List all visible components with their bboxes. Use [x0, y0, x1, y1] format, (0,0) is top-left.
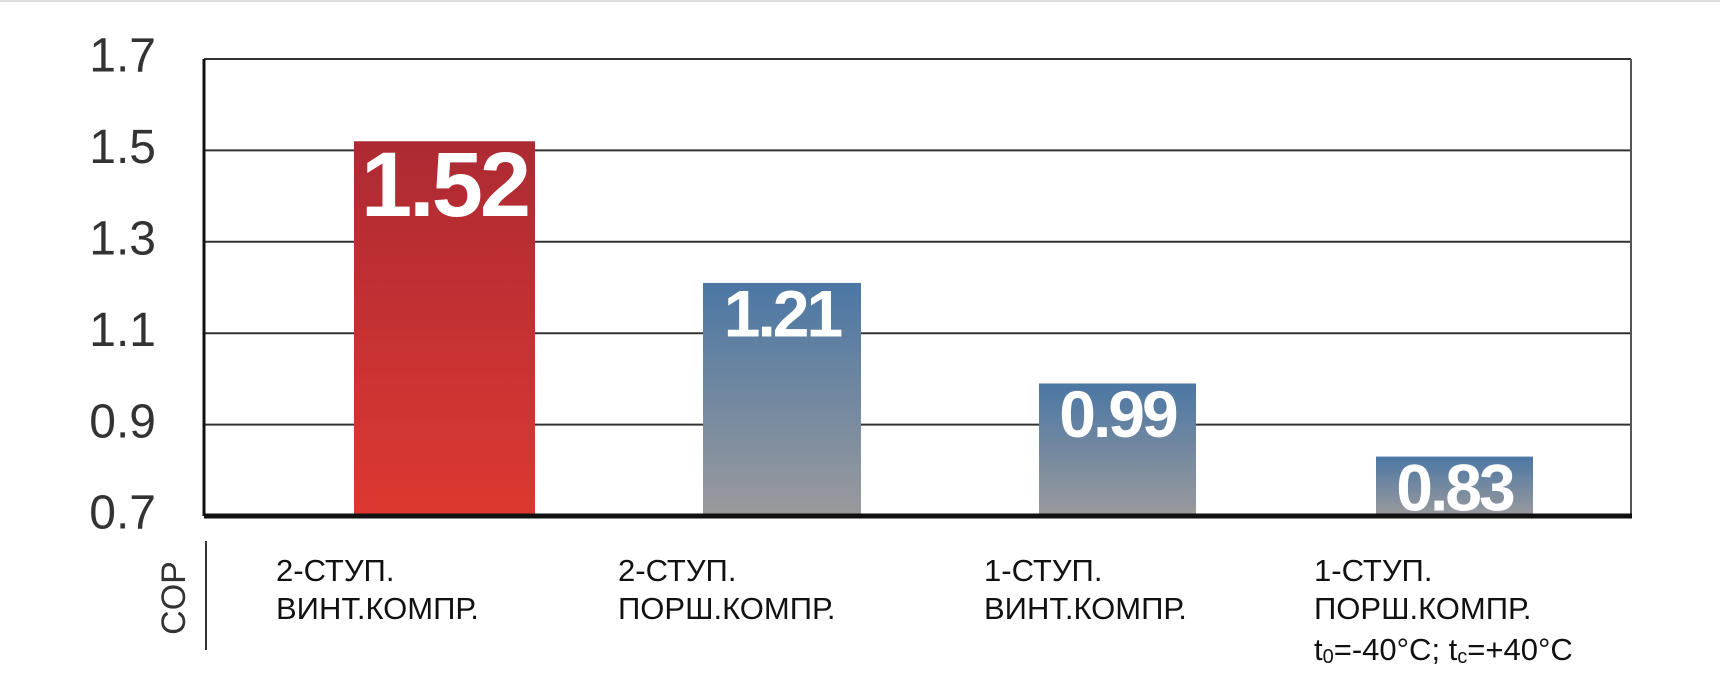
- bar: [703, 282, 861, 516]
- annotation-part: =+40°C: [1467, 632, 1572, 667]
- bar: [354, 141, 535, 516]
- y-tick-label: 0.9: [89, 395, 156, 448]
- x-tick-label: ВИНТ.КОМПР.: [276, 591, 479, 626]
- x-tick-label: ПОРШ.КОМПР.: [1314, 591, 1531, 626]
- value-label: 1.21: [724, 277, 842, 351]
- value-label: 0.83: [1396, 450, 1514, 524]
- x-tick-label: ВИНТ.КОМПР.: [984, 591, 1187, 626]
- y-tick-label: 1.1: [89, 304, 156, 357]
- y-tick-label: 1.3: [89, 212, 156, 265]
- value-label: 1.52: [361, 134, 528, 236]
- y-tick-label: 0.7: [89, 487, 156, 540]
- y-tick-label: 1.5: [89, 121, 156, 174]
- x-tick-label: 1-СТУП.: [984, 553, 1102, 588]
- annotation-part: =-40°C; t: [1334, 632, 1458, 667]
- bar: [1039, 383, 1196, 516]
- x-tick-label: 1-СТУП.: [1314, 553, 1432, 588]
- y-tick-label: 1.7: [89, 30, 156, 83]
- x-tick-label: ПОРШ.КОМПР.: [618, 591, 835, 626]
- x-tick-label: 2-СТУП.: [618, 553, 736, 588]
- annotation-subscript: c: [1457, 646, 1467, 668]
- annotation: t0=-40°C; tc=+40°C: [1314, 632, 1573, 668]
- value-label: 0.99: [1059, 377, 1177, 451]
- annotation-subscript: 0: [1323, 646, 1334, 668]
- bar: [1376, 456, 1533, 516]
- x-tick-label: 2-СТУП.: [276, 553, 394, 588]
- y-axis-label: COP: [155, 561, 193, 635]
- annotation-part: t: [1314, 632, 1323, 667]
